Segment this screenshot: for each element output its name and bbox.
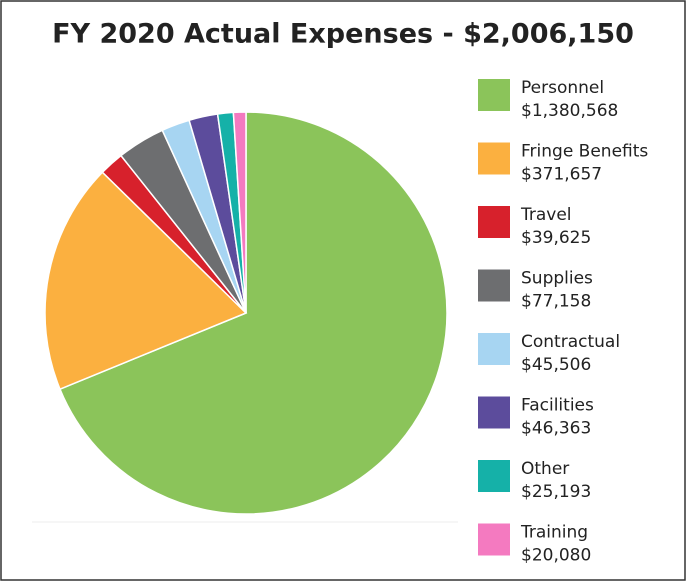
legend-value: $39,625 (521, 228, 591, 248)
pie-slice (232, 111, 247, 314)
legend-value: $46,363 (521, 419, 591, 439)
legend-value: $1,380,568 (521, 101, 618, 121)
legend-swatch (478, 396, 510, 429)
legend-swatch (478, 523, 510, 556)
legend-label: Supplies (521, 269, 593, 289)
legend-swatch (478, 79, 510, 111)
legend-label: Training (520, 523, 588, 543)
pie-slice (44, 171, 248, 391)
legend-label: Personnel (521, 78, 604, 98)
legend-label: Fringe Benefits (521, 142, 648, 162)
legend-value: $371,657 (521, 165, 602, 185)
legend-swatch (478, 333, 510, 365)
legend-swatch (478, 206, 510, 238)
legend-swatch (478, 142, 510, 175)
legend-value: $45,506 (521, 355, 591, 375)
legend-label: Other (521, 459, 569, 479)
chart-title: FY 2020 Actual Expenses - $2,006,150 (52, 19, 634, 50)
legend-label: Contractual (521, 332, 620, 352)
legend-value: $25,193 (521, 482, 591, 502)
pie-slice (58, 111, 448, 515)
legend-swatch (478, 269, 510, 302)
legend-swatch (478, 460, 510, 492)
legend-value: $20,080 (521, 546, 591, 566)
legend-label: Facilities (521, 396, 594, 416)
legend-label: Travel (520, 205, 572, 225)
legend-value: $77,158 (521, 292, 591, 312)
